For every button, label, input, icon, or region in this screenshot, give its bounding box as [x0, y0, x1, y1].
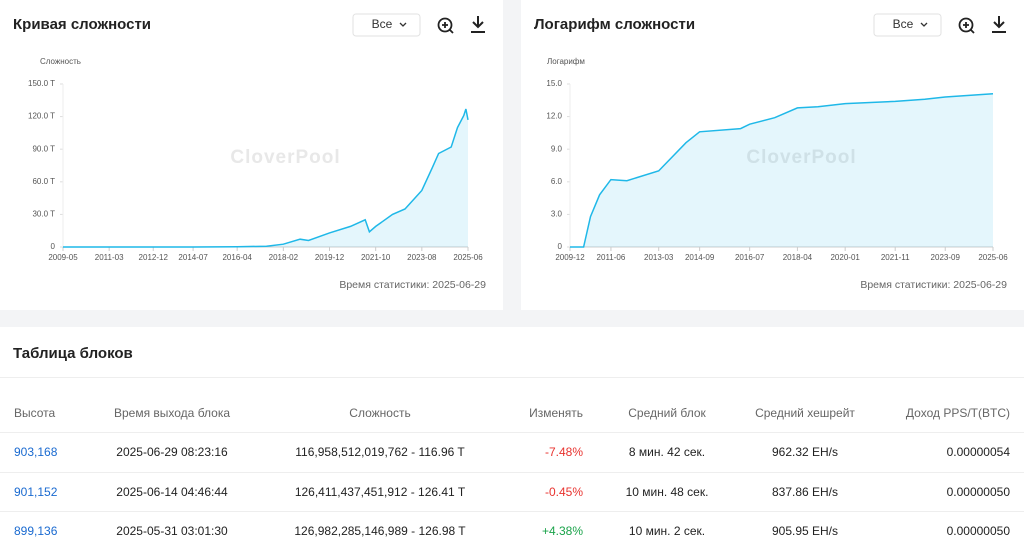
- zoom-icon[interactable]: [958, 17, 974, 33]
- x-tick-label: 2021-11: [881, 253, 910, 262]
- y-tick-label: 30.0 T: [32, 210, 55, 219]
- zoom-icon-detail: [963, 22, 975, 34]
- x-tick-label: 2014-07: [178, 253, 208, 262]
- block-height-link[interactable]: 903,168: [14, 445, 58, 459]
- change-cell: -7.48%: [544, 445, 583, 459]
- table-cell: 905.95 EH/s: [771, 524, 839, 538]
- change-cell: -0.45%: [544, 484, 583, 499]
- chart: Кривая сложности Все Сложность CloverPool Вр…: [13, 13, 486, 291]
- block-height-link[interactable]: 901,152: [14, 484, 58, 499]
- table-cell: 0.00000054: [946, 445, 1010, 459]
- x-tick-label: 2023-08: [407, 253, 437, 262]
- line: [63, 108, 469, 248]
- table-cell: 837.86 EH/s: [771, 484, 839, 499]
- y-tick-label: 3.0: [551, 210, 563, 219]
- zoom-icon-detail: [442, 22, 454, 34]
- row-divider: [0, 432, 1024, 433]
- chart-title: Логарифм сложности: [534, 16, 695, 33]
- column-header: Высота: [14, 406, 56, 420]
- chart: Логарифм сложности Все Логарифм CloverPool В…: [534, 13, 1008, 291]
- y-tick-label: 12.0: [546, 112, 562, 121]
- watermark: CloverPool: [230, 147, 340, 168]
- table-title: Таблица блоков: [13, 345, 133, 362]
- x-tick-label: 2025-06: [978, 253, 1008, 262]
- x-tick-label: 2020-01: [830, 253, 860, 262]
- range-dropdown[interactable]: [352, 13, 421, 37]
- range-dropdown[interactable]: [873, 13, 942, 37]
- table-card: Таблица блоков Высота Время выхода блока С…: [0, 327, 1024, 548]
- chart-card: Кривая сложности Все Сложность CloverPool Вр…: [0, 0, 503, 310]
- table-cell: 2025-06-14 04:46:44: [116, 484, 228, 499]
- table-cell: 126,411,437,451,912 - 126.41 T: [294, 484, 466, 499]
- table-cell: 0.00000050: [946, 524, 1010, 538]
- table-cell: 0.00000050: [946, 484, 1010, 499]
- x-tick-label: 2021-10: [361, 253, 391, 262]
- x-tick-label: 2018-02: [269, 253, 299, 262]
- x-tick-label: 2011-03: [95, 253, 124, 262]
- x-tick-label: 2023-09: [931, 253, 961, 262]
- y-tick-label: 150.0 T: [28, 79, 55, 88]
- line: [570, 93, 994, 248]
- x-tick-label: 2013-03: [644, 253, 674, 262]
- stat-time: Время статистики: 2025-06-29: [339, 279, 486, 291]
- table-cell: 2025-06-29 08:23:16: [116, 445, 228, 459]
- area: [63, 109, 468, 247]
- x-tick-label: 2011-06: [597, 253, 626, 262]
- area: [570, 93, 993, 247]
- column-header: Сложность: [349, 406, 411, 420]
- column-header: Доход PPS/T(BTC): [905, 406, 1010, 420]
- dropdown-caret: [920, 22, 928, 27]
- dropdown-caret: [399, 22, 407, 27]
- column-header: Изменять: [529, 406, 583, 420]
- y-axis-label: Логарифм: [547, 57, 585, 66]
- x-tick-label: 2009-05: [48, 253, 78, 262]
- y-axis-label: Сложность: [40, 57, 81, 66]
- column-header: Средний блок: [628, 406, 706, 420]
- table-cell: 2025-05-31 03:01:30: [116, 524, 228, 538]
- y-tick-label: 15.0: [546, 79, 562, 88]
- row-divider: [0, 471, 1024, 473]
- x-tick-label: 2016-04: [222, 253, 252, 262]
- x-tick-label: 2019-12: [315, 253, 345, 262]
- table-cell: 10 мин. 48 сек.: [625, 484, 709, 499]
- chart-card: Логарифм сложности Все Логарифм CloverPool В…: [521, 0, 1024, 310]
- y-tick-label: 6.0: [551, 177, 563, 186]
- column-header: Время выхода блока: [113, 406, 231, 420]
- block-height-link[interactable]: 899,136: [14, 524, 58, 538]
- change-cell: +4.38%: [541, 524, 583, 538]
- y-tick-label: 120.0 T: [28, 112, 55, 121]
- x-tick-label: 2025-06: [453, 253, 483, 262]
- watermark: CloverPool: [746, 147, 856, 168]
- y-tick-label: 0: [51, 242, 56, 251]
- table-cell: 10 мин. 2 сек.: [628, 524, 706, 538]
- y-tick-label: 90.0 T: [32, 144, 55, 153]
- range-label: Все: [893, 17, 914, 31]
- table-cell: 962.32 EH/s: [771, 445, 839, 459]
- zoom-icon[interactable]: [437, 17, 453, 33]
- chart-title: Кривая сложности: [13, 16, 151, 33]
- x-tick-label: 2016-07: [735, 253, 765, 262]
- download-icon[interactable]: [471, 16, 485, 33]
- x-tick-label: 2009-12: [555, 253, 585, 262]
- table-cell: 8 мин. 42 сек.: [628, 445, 706, 459]
- column-header: Средний хешрейт: [755, 406, 855, 420]
- stat-time: Время статистики: 2025-06-29: [860, 279, 1007, 291]
- table-cell: 126,982,285,146,989 - 126.98 T: [294, 524, 466, 538]
- y-tick-label: 9.0: [551, 144, 563, 153]
- range-label: Все: [372, 17, 393, 31]
- table-cell: 116,958,512,019,762 - 116.96 T: [295, 445, 465, 459]
- y-tick-label: 60.0 T: [32, 177, 55, 186]
- x-tick-label: 2012-12: [139, 253, 169, 262]
- divider: [0, 377, 1024, 378]
- row-divider: [0, 511, 1024, 512]
- x-tick-label: 2018-04: [783, 253, 813, 262]
- y-tick-label: 0: [558, 242, 563, 251]
- x-tick-label: 2014-09: [685, 253, 715, 262]
- download-icon[interactable]: [992, 16, 1006, 33]
